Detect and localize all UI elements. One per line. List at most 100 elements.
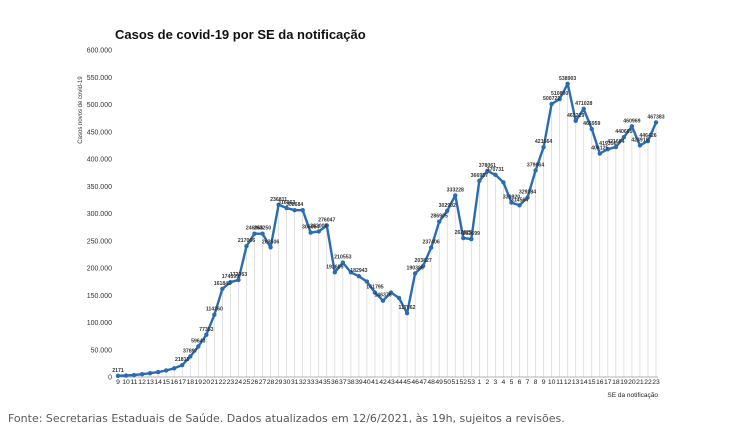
data-label: 421664 [607,139,624,145]
data-label: 172963 [230,272,247,278]
x-tick-label: 18 [612,379,620,386]
x-tick-label: 47 [419,379,427,386]
data-point [461,235,466,241]
chart-area: Casos de covid-19 por SE da notificação … [78,27,665,399]
data-label: 471028 [575,101,592,107]
data-label: 21815 [175,357,190,363]
data-label: 182943 [350,268,367,274]
data-label: 460969 [623,118,640,124]
data-label: 146376 [374,293,391,299]
series-line [115,81,659,379]
x-tick-label: 20 [628,379,636,386]
data-label: 308684 [286,202,303,208]
y-tick-label: 200.000 [87,266,112,273]
y-axis: 0 50.000 100.000 150.000 200.000 250.000 300.0… [87,48,112,382]
x-tick-label: 17 [178,379,186,386]
y-axis-label: Casos novos de covid-19 [78,76,84,144]
x-tick-label: 41 [371,379,379,386]
data-point [276,202,281,207]
data-point [212,312,217,317]
x-tick-label: 43 [387,379,395,386]
data-point [356,273,362,279]
x-tick-label: 51 [451,379,459,386]
x-tick-label: 16 [170,379,178,386]
x-tick-label: 49 [435,379,443,386]
data-point [180,362,185,368]
data-label: 421664 [535,139,552,145]
data-point [613,144,619,150]
data-label: 467383 [647,114,664,120]
data-label: 446426 [639,133,656,139]
x-axis: 9 10 11 12 13 14 15 16 17 18 19 20 21 22 23 24 25 26 27 28 2… [116,376,660,386]
y-tick-label: 350.000 [87,184,112,191]
data-label: 190386 [406,265,423,271]
x-tick-label: 18 [186,379,194,386]
y-tick-label: 100.000 [87,320,112,327]
x-tick-label: 7 [526,379,530,386]
data-point [284,205,289,211]
x-tick-label: 13 [572,379,580,386]
data-label: 538903 [559,76,576,82]
data-point [348,270,354,275]
x-tick-label: 10 [548,379,556,386]
data-label: 203827 [414,258,431,264]
data-label: 263506 [262,239,279,245]
data-point [573,118,578,124]
data-point [420,263,426,269]
x-tick-label: 29 [275,379,283,386]
x-tick-label: 12 [138,379,146,386]
data-point [268,245,273,250]
data-point [565,81,570,86]
data-label: 246066 [246,226,263,232]
y-tick-label: 450.000 [87,129,112,136]
data-point [364,279,370,284]
data-point [244,244,249,249]
data-point [300,208,305,213]
data-point [645,138,651,144]
data-label: 302902 [439,203,456,209]
data-label: 329284 [519,190,536,196]
data-label: 306664 [302,225,319,231]
data-point [549,101,554,107]
x-tick-label: 42 [379,379,387,386]
data-label: 2171 [112,368,124,374]
data-point [453,193,458,198]
data-point [501,180,506,185]
y-tick-label: 400.000 [87,157,112,164]
x-axis-label: SE da notificação [607,392,658,399]
x-tick-label: 14 [580,379,588,386]
data-point [163,368,169,373]
data-label: 37897 [183,348,198,354]
data-point [517,203,522,208]
data-label: 333228 [447,187,464,193]
x-tick-label: 33 [307,379,315,386]
data-point [139,371,145,377]
data-point [308,230,313,235]
x-tick-label: 22 [644,379,652,386]
data-point [131,372,137,378]
data-label: 161842 [214,281,231,287]
data-label: 236811 [270,197,287,203]
data-label: 262825 [455,230,472,236]
data-point [380,298,386,303]
data-point [172,366,177,371]
x-tick-label: 32 [299,379,307,386]
x-tick-label: 3 [494,379,498,386]
data-point [396,295,402,301]
x-tick-label: 6 [518,379,522,386]
x-tick-label: 21 [636,379,644,386]
y-tick-label: 250.000 [87,238,112,245]
data-point [228,279,233,285]
x-tick-label: 31 [291,379,299,386]
x-tick-label: 15 [162,379,170,386]
x-tick-label: 46 [411,379,419,386]
x-tick-label: 4 [502,379,506,386]
data-label: 263250 [254,226,271,232]
x-tick-label: 27 [259,379,267,386]
x-tick-label: 48 [427,379,435,386]
data-label: 262008 [310,223,327,229]
x-tick-label: 35 [323,379,331,386]
data-label: 419356 [599,141,616,147]
data-label: 286905 [431,214,448,220]
x-tick-label: 30 [283,379,291,386]
